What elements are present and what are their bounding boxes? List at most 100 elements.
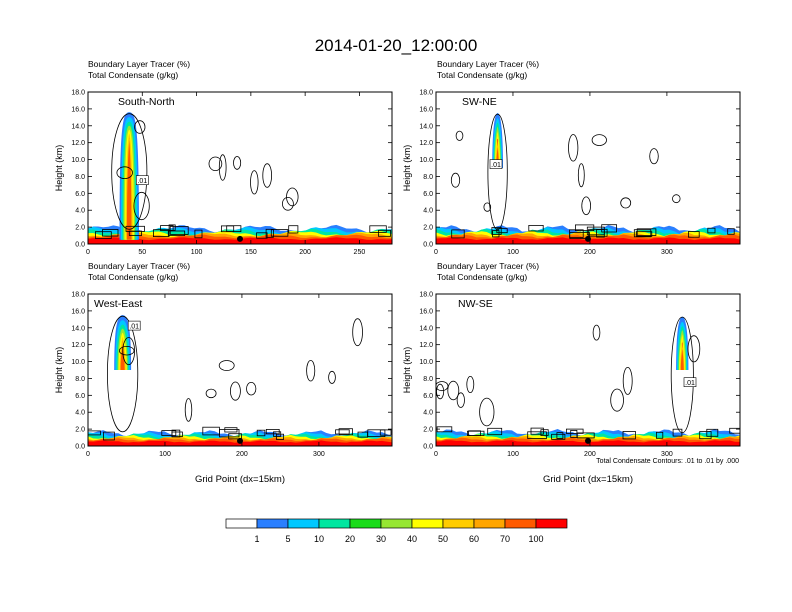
contour-line [286,187,299,207]
contour-line [540,429,549,436]
condensate-contours [88,315,392,441]
contour-line [699,431,712,440]
contour-line [194,229,203,239]
y-axis-label: Height (km) [402,347,412,394]
contour-line [228,433,242,440]
contour-line [483,202,492,212]
contour-line [466,375,475,393]
contour-line [377,229,391,237]
colorbar-label: 50 [438,534,448,544]
plot-background [88,294,392,446]
contour-line [451,229,465,239]
contour-line [487,427,503,436]
contour-line [447,380,460,401]
colorbar-label: 5 [285,534,290,544]
y-tick-label: 6.0 [423,191,433,198]
contour-line [125,225,145,232]
colorbar-swatch [442,518,475,529]
condensate-contours [95,113,391,239]
contour-line [491,227,502,235]
contour-line [168,224,176,231]
contour-line [88,430,101,436]
contour-line [687,335,701,363]
plume-fill [120,340,125,370]
y-tick-label: 14.0 [71,123,85,130]
colorbar-label: 60 [469,534,479,544]
contour-label-box [127,320,141,331]
contour-line [620,197,632,209]
y-tick-label: 0.0 [423,444,433,451]
y-tick-label: 12.0 [419,140,433,147]
contour-line [656,431,664,439]
contour-line [591,134,607,147]
contour-line [229,381,241,401]
y-tick-label: 14.0 [71,325,85,332]
fill-field-label: Boundary Layer Tracer (%) [437,261,539,271]
contour-line [103,431,115,441]
colorbar-swatch [318,518,351,529]
y-tick-label: 8.0 [423,376,433,383]
location-marker [585,437,591,444]
y-tick-label: 2.0 [75,225,85,232]
y-tick-label: 12.0 [419,342,433,349]
x-tick-label: 50 [138,249,146,256]
contour-line [107,315,139,433]
x-tick-label: 0 [434,249,438,256]
contour-line [588,228,608,237]
contour-line [134,120,146,134]
colorbar-label: 70 [500,534,510,544]
panel-title: SW-NE [462,96,497,108]
y-tick-label: 18.0 [71,292,85,299]
y-tick-label: 8.0 [75,376,85,383]
x-tick-label: 100 [507,249,519,256]
contour-line [575,224,595,231]
contour-line [636,228,657,236]
contour-line [707,227,716,234]
contour-line [335,429,350,435]
colorbar-swatch [349,518,382,529]
fill-field-label: Boundary Layer Tracer (%) [437,59,539,69]
panel-sw-ne: .01 0.0 2.0 4.0 6.0 8.0 10.0 12.0 14.0 16.0 18.0 0 1… [402,59,741,256]
contour-label: .01 [491,162,501,169]
contour-line [577,163,585,188]
y-axis-label: Height (km) [54,347,64,394]
y-tick-label: 8.0 [75,174,85,181]
contour-line [581,196,591,216]
x-tick-label: 100 [191,249,203,256]
x-tick-label: 0 [86,451,90,458]
y-tick-label: 10.0 [71,157,85,164]
y-tick-label: 2.0 [75,427,85,434]
panel-title: West-East [94,298,142,310]
contour-line [688,231,700,238]
panel-title: South-North [118,96,175,108]
contour-field-label: Total Condensate (g/kg) [88,70,178,80]
contour-label-box [136,175,149,185]
contour-line [670,316,694,434]
y-tick-label: 14.0 [419,123,433,130]
colorbar: 1 5 10 20 30 40 50 60 70 100 [225,518,568,544]
contour-line [379,429,392,436]
contour-line [570,429,578,438]
contour-line [102,229,119,237]
plume-fill [680,342,684,370]
colorbar-swatch [535,518,568,529]
contour-line [635,231,653,237]
contour-line [208,156,223,172]
contour-line [466,430,485,436]
x-tick-label: 300 [313,451,325,458]
plot-frame [87,293,393,447]
fill-field-label: Boundary Layer Tracer (%) [88,59,190,69]
contour-line [622,430,636,440]
contour-line [530,427,544,435]
y-tick-label: 6.0 [75,393,85,400]
contour-line [184,398,193,422]
contour-line [566,428,584,434]
x-tick-label: 100 [507,451,519,458]
y-tick-label: 18.0 [71,90,85,97]
panel-west-east: .01 0.0 2.0 4.0 6.0 8.0 10.0 12.0 14.0 16.0 18.0 0 1… [54,261,393,485]
contour-line [568,134,579,162]
contour-line [727,228,735,235]
condensate-contours [450,113,735,239]
colorbar-label: 1 [254,534,259,544]
